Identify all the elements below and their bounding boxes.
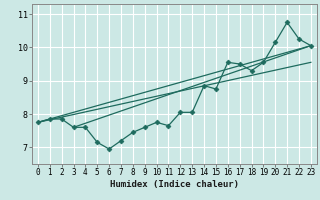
X-axis label: Humidex (Indice chaleur): Humidex (Indice chaleur) <box>110 180 239 189</box>
